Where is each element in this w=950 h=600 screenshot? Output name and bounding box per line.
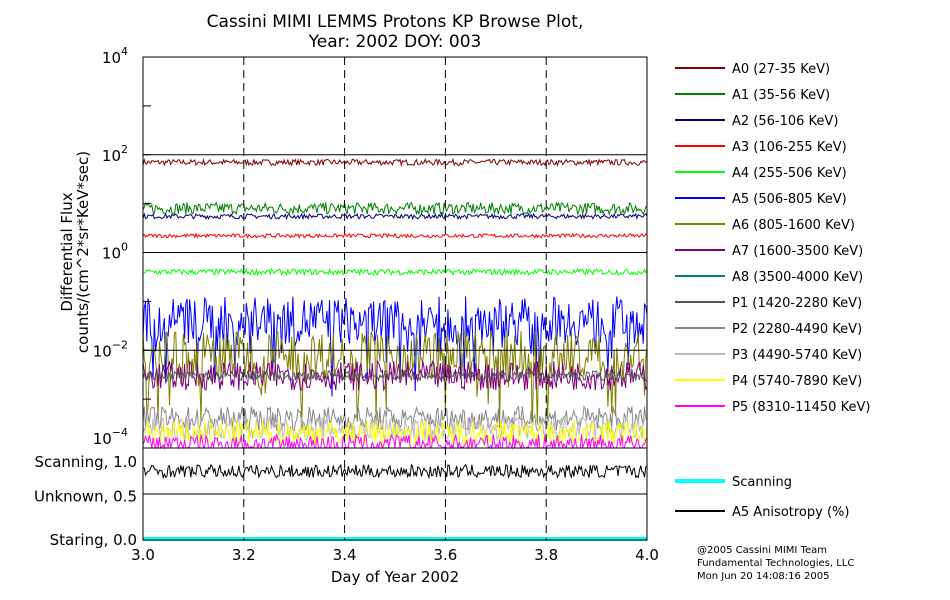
series-line-a3 bbox=[142, 232, 648, 240]
y-axis-label-1: Differential Flux bbox=[58, 192, 76, 311]
y-tick-label: 10−2 bbox=[93, 338, 128, 360]
legend-label: A5 Anisotropy (%) bbox=[732, 505, 849, 520]
chart-title: Cassini MIMI LEMMS Protons KP Browse Plo… bbox=[207, 12, 584, 32]
legend-label: P4 (5740-7890 KeV) bbox=[732, 374, 862, 389]
legend-label: A0 (27-35 KeV) bbox=[732, 62, 830, 77]
legend-label: A7 (1600-3500 KeV) bbox=[732, 244, 863, 259]
legend-label: A3 (106-255 KeV) bbox=[732, 140, 847, 155]
series-line-p4 bbox=[142, 420, 648, 447]
lower-series-a5 bbox=[142, 463, 648, 480]
y-tick-label: 102 bbox=[102, 143, 128, 165]
series-line-a4 bbox=[142, 267, 648, 277]
legend-label: A8 (3500-4000 KeV) bbox=[732, 270, 863, 285]
footer-line-2: Fundamental Technologies, LLC bbox=[697, 558, 854, 569]
lower-y-label: Scanning, 1.0 bbox=[34, 453, 137, 471]
legend-label: P2 (2280-4490 KeV) bbox=[732, 322, 862, 337]
lower-y-label: Unknown, 0.5 bbox=[34, 488, 137, 506]
legend-label: A2 (56-106 KeV) bbox=[732, 114, 838, 129]
lower-y-label: Staring, 0.0 bbox=[50, 531, 137, 549]
legend-label: A5 (506-805 KeV) bbox=[732, 192, 847, 207]
footer-line-1: @2005 Cassini MIMI Team bbox=[697, 545, 827, 556]
y-tick-label: 10−4 bbox=[93, 426, 128, 448]
legend-label: P3 (4490-5740 KeV) bbox=[732, 348, 862, 363]
legend-label: P1 (1420-2280 KeV) bbox=[732, 296, 862, 311]
series-line-a1 bbox=[142, 201, 648, 217]
legend-label: P5 (8310-11450 KeV) bbox=[732, 400, 870, 415]
x-axis-label: Day of Year 2002 bbox=[331, 568, 459, 586]
y-axis-label-2: counts/(cm^2*sr*KeV*sec) bbox=[74, 151, 92, 353]
series-line-a2 bbox=[142, 212, 648, 221]
x-tick-label: 3.2 bbox=[232, 546, 256, 564]
series-line-a7 bbox=[142, 359, 648, 392]
footer-line-3: Mon Jun 20 14:08:16 2005 bbox=[697, 571, 830, 582]
x-tick-label: 3.0 bbox=[131, 546, 155, 564]
legend-label: Scanning bbox=[732, 475, 792, 490]
y-tick-label: 100 bbox=[102, 241, 128, 263]
x-tick-label: 3.8 bbox=[534, 546, 558, 564]
legend-label: A4 (255-506 KeV) bbox=[732, 166, 847, 181]
legend-label: A1 (35-56 KeV) bbox=[732, 88, 830, 103]
x-tick-label: 3.6 bbox=[433, 546, 457, 564]
chart-subtitle: Year: 2002 DOY: 003 bbox=[308, 32, 482, 52]
x-tick-label: 4.0 bbox=[635, 546, 659, 564]
y-tick-label: 104 bbox=[102, 45, 128, 67]
series-line-a0 bbox=[142, 157, 648, 168]
x-tick-label: 3.4 bbox=[333, 546, 357, 564]
series-line-p1 bbox=[142, 369, 648, 383]
legend-label: A6 (805-1600 KeV) bbox=[732, 218, 855, 233]
